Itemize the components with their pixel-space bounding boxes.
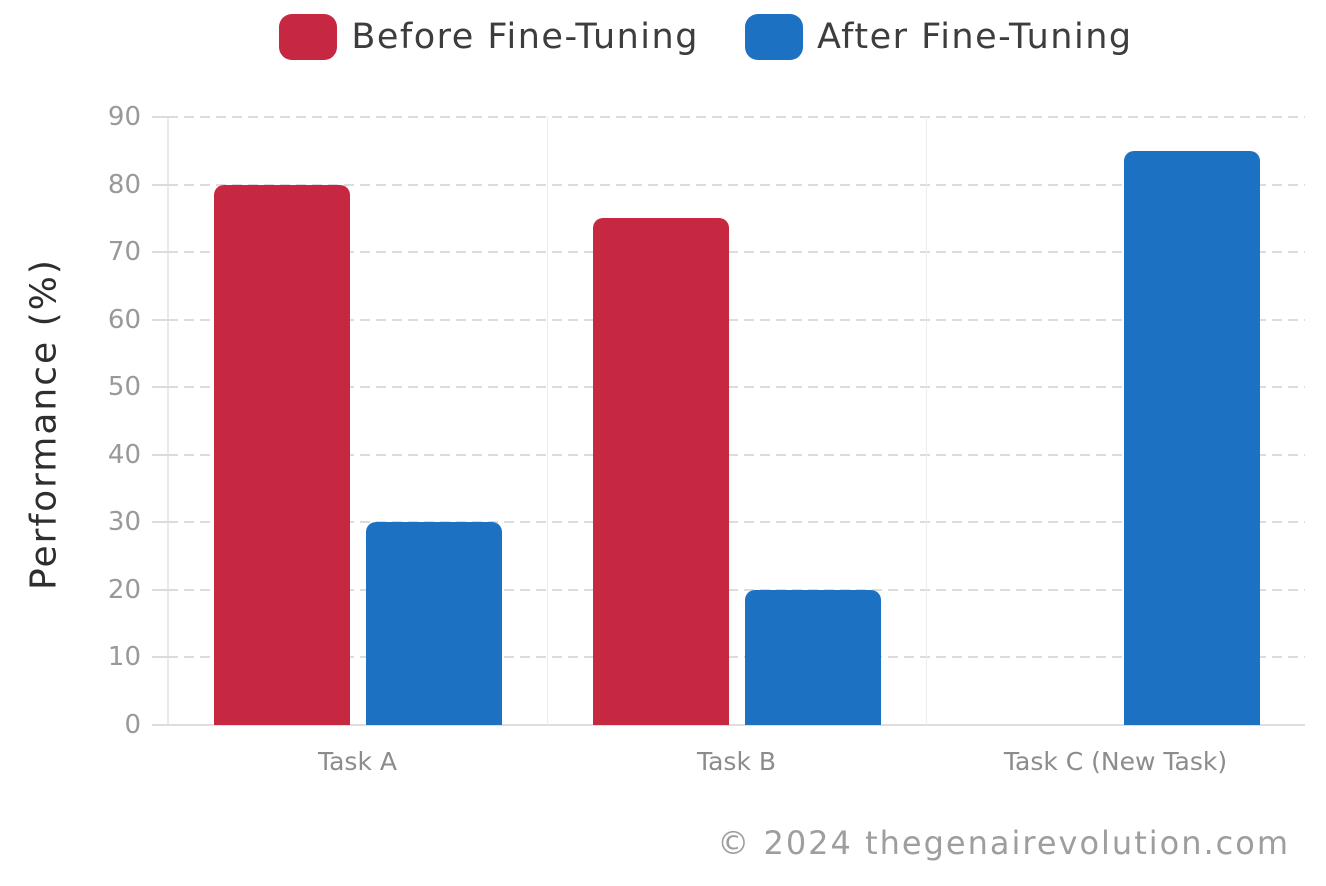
legend-swatch-before-icon [279,14,338,60]
gridline-50 [168,386,1305,389]
y-tick-label-0: 0 [124,710,141,740]
legend-label-before: Before Fine-Tuning [351,17,699,57]
legend: Before Fine-Tuning After Fine-Tuning [0,14,1326,60]
y-axis-line [167,117,169,725]
y-tick-label-50: 50 [107,372,141,403]
y-tick-mark-10 [152,656,168,659]
legend-label-after: After Fine-Tuning [816,17,1133,57]
gridline-10 [168,656,1305,659]
y-tick-mark-0 [152,724,168,726]
bar-task-b-after-fine-tuning[interactable] [744,589,881,725]
y-tick-label-80: 80 [107,169,141,200]
copyright-watermark: © 2024 thegenairevolution.com [717,824,1290,862]
gridline-20 [168,588,1305,591]
y-tick-label-60: 60 [107,304,141,335]
x-category-label-task-b: Task B [696,747,777,776]
gridline-80 [168,183,1305,186]
y-tick-mark-30 [152,521,168,524]
x-axis-line [168,724,1305,726]
category-boundary-line-1 [547,117,548,725]
y-tick-label-40: 40 [107,439,141,470]
bar-task-a-before-fine-tuning[interactable] [213,184,350,725]
gridline-30 [168,521,1305,524]
bar-task-c-new-task-after-fine-tuning[interactable] [1123,150,1260,725]
x-category-label-task-c-new-task: Task C (New Task) [1003,747,1228,776]
category-boundary-line-2 [926,117,927,725]
y-tick-mark-50 [152,386,168,389]
gridline-40 [168,453,1305,456]
y-tick-label-90: 90 [107,102,141,132]
y-tick-mark-90 [152,116,168,118]
y-tick-label-20: 20 [107,574,141,605]
y-tick-label-10: 10 [107,642,141,673]
legend-swatch-after-icon [744,14,803,60]
gridline-90 [168,116,1305,118]
bar-task-b-before-fine-tuning[interactable] [592,218,729,725]
legend-item-before-fine-tuning[interactable]: Before Fine-Tuning [279,14,699,60]
y-tick-mark-40 [152,453,168,456]
bar-task-a-after-fine-tuning[interactable] [365,522,502,725]
y-tick-label-70: 70 [107,237,141,268]
y-tick-mark-60 [152,318,168,321]
plot-area: 0 10 20 30 40 50 60 70 80 90 Task A Task B Task C (N… [108,102,1305,776]
y-tick-mark-80 [152,183,168,186]
legend-item-after-fine-tuning[interactable]: After Fine-Tuning [744,14,1133,60]
gridline-60 [168,318,1305,321]
y-tick-mark-70 [152,251,168,254]
y-tick-mark-20 [152,588,168,591]
gridline-70 [168,251,1305,254]
y-tick-label-30: 30 [107,507,141,538]
x-category-label-task-a: Task A [317,747,397,776]
